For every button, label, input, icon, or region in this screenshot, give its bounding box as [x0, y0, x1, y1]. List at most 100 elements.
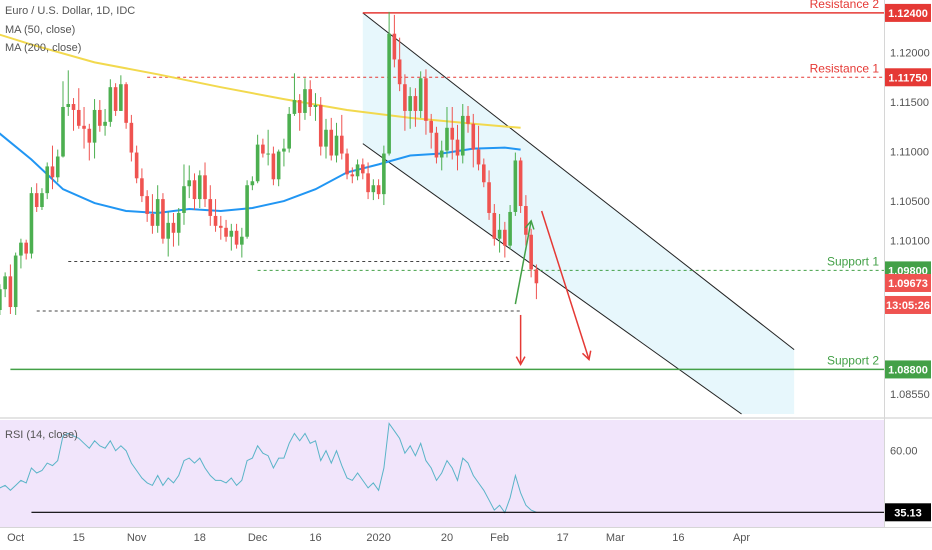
- candle: [3, 272, 7, 298]
- candle-body: [487, 182, 491, 213]
- candle-body: [3, 276, 7, 290]
- candle: [234, 223, 239, 249]
- candle-body: [497, 229, 502, 239]
- candle-body: [434, 132, 439, 158]
- time-tick-label: 16: [309, 532, 321, 544]
- candle-body: [66, 104, 71, 107]
- price-pane[interactable]: Resistance 2 Resistance 1 Support 1 Support…: [0, 0, 884, 417]
- candle: [297, 94, 302, 131]
- rsi-axis[interactable]: 60.00: [890, 446, 918, 458]
- rsi-band: [0, 420, 884, 527]
- candle: [282, 138, 286, 167]
- time-tick-label: 18: [194, 532, 206, 544]
- candle: [219, 215, 223, 240]
- legend-ma50[interactable]: MA (50, close): [5, 24, 76, 36]
- time-tick-label: 17: [557, 532, 569, 544]
- time-tick-label: Oct: [7, 532, 24, 544]
- candle: [329, 117, 334, 161]
- candle: [61, 81, 65, 158]
- candle: [418, 71, 423, 118]
- candle: [413, 88, 418, 127]
- candle-body: [224, 227, 228, 237]
- candle-body: [213, 215, 218, 226]
- countdown-tag-box: [885, 295, 931, 314]
- candle: [276, 149, 281, 187]
- candle: [303, 78, 307, 120]
- candle-body: [476, 149, 481, 165]
- candle-body: [345, 153, 349, 175]
- candle-body: [61, 106, 65, 157]
- candle: [345, 148, 349, 180]
- candle: [108, 79, 113, 127]
- price-axis[interactable]: 1.12000 1.11500 1.11000 1.10500 1.10100 1.085…: [890, 48, 930, 402]
- candle: [487, 170, 491, 220]
- candle-body: [450, 127, 455, 140]
- candle-body: [113, 87, 118, 111]
- candle-body: [0, 289, 2, 311]
- last-price-tag: 1.09673: [885, 273, 931, 292]
- candle: [176, 208, 181, 246]
- rsi-pane[interactable]: [0, 420, 884, 527]
- candle-body: [318, 105, 323, 147]
- candle: [40, 188, 44, 210]
- candle-body: [82, 125, 86, 129]
- candle-body: [466, 115, 470, 124]
- candle-body: [187, 180, 192, 187]
- candle-body: [482, 164, 486, 183]
- candle: [192, 173, 197, 210]
- candle: [197, 170, 202, 209]
- legend-rsi[interactable]: RSI (14, close): [5, 429, 78, 441]
- legend-ma200[interactable]: MA (200, close): [5, 42, 82, 54]
- candle-body: [418, 78, 423, 111]
- candle: [334, 122, 339, 163]
- level-name-label: Support 2: [827, 353, 879, 367]
- candle-body: [134, 152, 139, 179]
- candle-body: [108, 87, 113, 122]
- time-tick-label: 2020: [366, 532, 390, 544]
- candle-body: [424, 78, 428, 121]
- candle-body: [266, 153, 270, 155]
- channel-fill: [362, 12, 795, 414]
- level-name-label: Resistance 1: [810, 61, 880, 75]
- candle-body: [161, 199, 165, 239]
- level-name-layer: Resistance 2 Resistance 1 Support 1 Support…: [810, 0, 880, 367]
- candle-body: [98, 109, 102, 126]
- time-tick-label: 20: [441, 532, 453, 544]
- candle: [98, 100, 102, 132]
- candle: [224, 219, 228, 242]
- level-price-tag: 1.12400: [885, 3, 931, 22]
- candle-body: [234, 230, 239, 245]
- candle-body: [103, 121, 107, 126]
- candle: [255, 134, 260, 184]
- candle-body: [292, 100, 297, 114]
- candle: [124, 82, 128, 129]
- time-axis[interactable]: 6Oct15Nov18Dec16202020Feb17Mar16Apr: [0, 532, 750, 544]
- candle-body: [255, 144, 260, 182]
- candle-body: [192, 180, 197, 200]
- candle-body: [24, 242, 28, 254]
- candle-body: [145, 196, 149, 214]
- candle-body: [45, 166, 50, 194]
- candle-body: [245, 185, 249, 237]
- candle-body: [308, 89, 313, 107]
- candle-body: [276, 151, 281, 180]
- legend-symbol[interactable]: Euro / U.S. Dollar, 1D, IDC: [5, 5, 136, 17]
- countdown-tag-text: 13:05:26: [886, 300, 930, 312]
- candle: [476, 125, 481, 171]
- time-tick-label: Mar: [606, 532, 625, 544]
- candle: [19, 238, 23, 269]
- candle: [408, 87, 412, 129]
- candle: [161, 193, 165, 244]
- candle: [403, 74, 407, 131]
- candle-body: [492, 212, 497, 239]
- candle: [450, 106, 455, 160]
- candle-body: [334, 135, 339, 156]
- rsi-line: [0, 422, 537, 514]
- candle: [208, 185, 213, 226]
- candle-body: [250, 181, 255, 186]
- rsi-tick-label: 60.00: [890, 446, 918, 458]
- trend-arrow: [514, 220, 532, 305]
- price-tick-label: 1.10500: [890, 196, 930, 208]
- candle-body: [382, 153, 386, 195]
